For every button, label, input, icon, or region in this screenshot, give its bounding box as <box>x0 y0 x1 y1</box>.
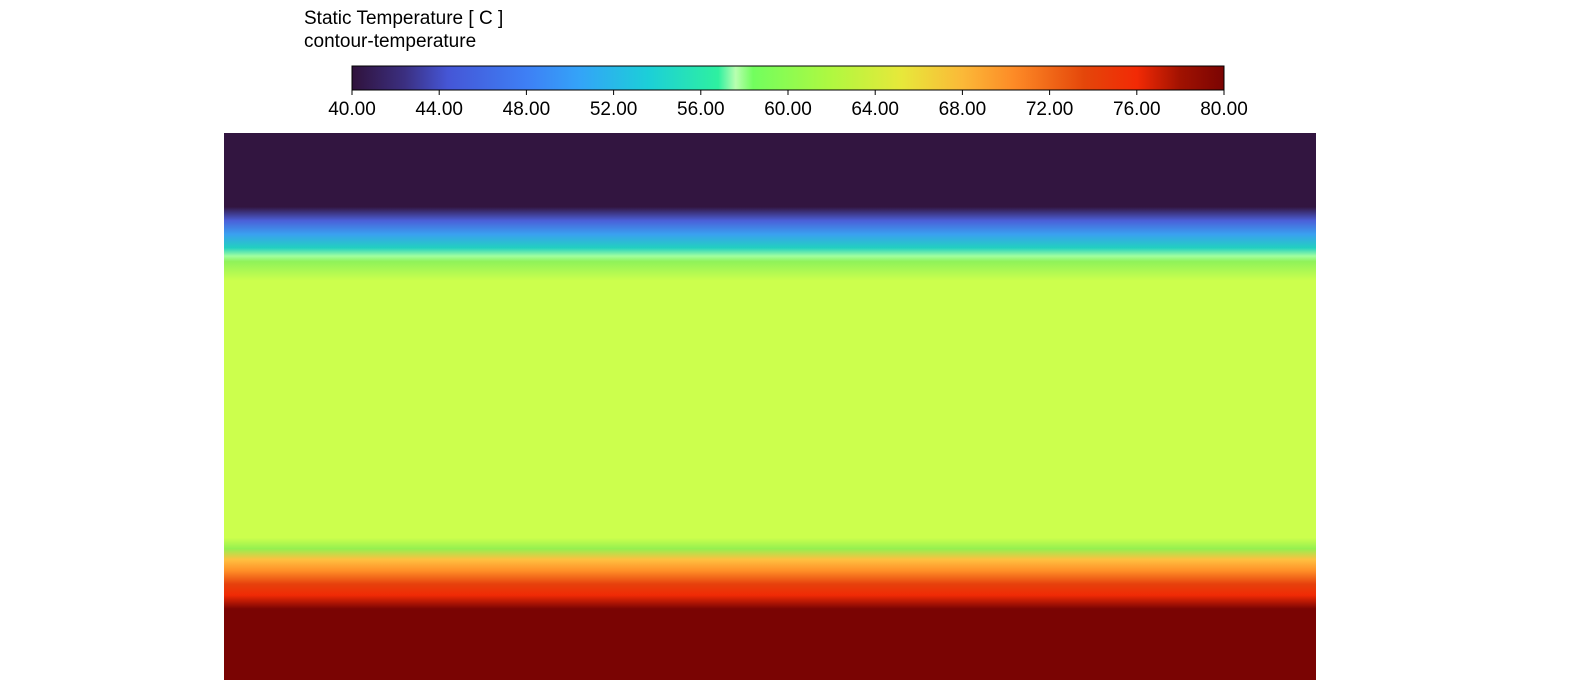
colorbar-tick-label: 56.00 <box>677 99 725 120</box>
legend-subtitle: contour-temperature <box>304 31 476 52</box>
colorbar <box>351 65 1225 91</box>
colorbar-tick-label: 64.00 <box>851 99 899 120</box>
colorbar-tick-label: 80.00 <box>1200 99 1248 120</box>
colorbar-tick-label: 60.00 <box>764 99 812 120</box>
colorbar-tick-label: 52.00 <box>590 99 638 120</box>
temperature-field <box>224 133 1316 680</box>
colorbar-tick-label: 44.00 <box>415 99 463 120</box>
colorbar-tick-label: 76.00 <box>1113 99 1161 120</box>
colorbar-tick-label: 68.00 <box>939 99 987 120</box>
legend-title: Static Temperature [ C ] <box>304 8 503 29</box>
colorbar-tick-label: 40.00 <box>328 99 376 120</box>
colorbar-tick-label: 48.00 <box>503 99 551 120</box>
colorbar-tick-label: 72.00 <box>1026 99 1074 120</box>
